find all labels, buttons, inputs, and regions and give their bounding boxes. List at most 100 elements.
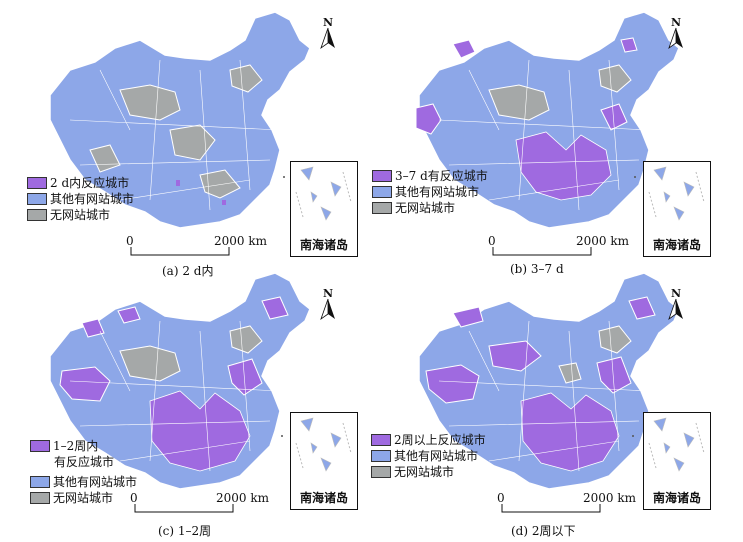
map-panel-c: N 1–2周内 有反应城市 其他有网站城市 无网站城市 0 2000 km 南海… (0, 271, 371, 542)
north-arrow-icon (668, 27, 683, 50)
north-label: N (322, 16, 334, 29)
scale-end-label: 2000 km (583, 491, 637, 505)
reacting-region (520, 392, 620, 472)
inset-label: 南海诸岛 (652, 238, 701, 252)
reacting-region (488, 340, 542, 372)
legend-label: 无网站城市 (50, 207, 111, 222)
reacting-city (222, 200, 226, 205)
legend-label: 无网站城市 (53, 490, 114, 505)
legend-label: 无网站城市 (395, 200, 456, 215)
north-label: N (322, 287, 334, 300)
reacting-region (620, 37, 638, 53)
legend-swatch-react (27, 177, 47, 189)
reacting-region (227, 358, 263, 396)
city-boundaries (438, 59, 650, 211)
legend-label: 1–2周内 (53, 438, 99, 453)
scale-line (501, 504, 601, 513)
legend-label: 其他有网站城市 (395, 184, 480, 199)
china-map-b (415, 11, 680, 229)
panel-caption: (d) 2周以下 (511, 524, 576, 538)
north-arrow: N (313, 287, 343, 327)
reacting-region (452, 306, 484, 328)
scale-line (130, 247, 230, 256)
legend-label: 其他有网站城市 (53, 474, 138, 489)
no-website-region (558, 362, 582, 384)
legend-item: 其他有网站城市 (27, 191, 134, 207)
inset-label: 南海诸岛 (299, 491, 348, 505)
no-website-region (199, 169, 241, 199)
legend-swatch-other (30, 476, 50, 488)
north-arrow-icon (320, 27, 335, 50)
legend-item: 无网站城市 (30, 490, 137, 506)
island-marker (634, 176, 636, 178)
island-marker (283, 176, 285, 178)
legend-label: 2 d内反应城市 (50, 175, 130, 190)
panel-caption: (b) 3–7 d (510, 262, 564, 276)
city-boundaries (69, 320, 281, 472)
legend-swatch-other (372, 186, 392, 198)
reacting-region (415, 103, 442, 135)
scale-zero-label: 0 (126, 234, 134, 248)
north-arrow: N (313, 16, 343, 56)
reacting-region (515, 131, 612, 201)
inset-islands (295, 166, 352, 221)
legend-item: 2周以上反应城市 (371, 432, 486, 448)
legend-label: 2周以上反应城市 (394, 432, 486, 447)
reacting-region (261, 296, 289, 320)
map-panel-d: N 2周以上反应城市 其他有网站城市 无网站城市 0 2000 km 南海诸岛 … (371, 271, 743, 542)
legend-item: 有反应城市 (30, 454, 137, 470)
legend-label: 其他有网站城市 (50, 191, 135, 206)
legend-item: 无网站城市 (371, 464, 486, 480)
legend-swatch-react (371, 434, 391, 446)
north-label: N (670, 16, 682, 29)
reacting-region (81, 318, 105, 338)
panel-caption: (c) 1–2周 (158, 524, 212, 538)
island-marker (632, 435, 634, 437)
legend-item: 3–7 d有反应城市 (372, 168, 488, 184)
inset-islands (295, 417, 352, 472)
reacting-region (628, 296, 656, 320)
scale-bar: 0 2000 km (126, 234, 286, 258)
map-panel-a: N 2 d内反应城市 其他有网站城市 无网站城市 0 2000 km 南海诸岛 … (0, 0, 371, 278)
scale-bar: 0 2000 km (130, 491, 290, 515)
legend-item: 无网站城市 (372, 200, 488, 216)
reacting-region (117, 306, 141, 324)
south-china-sea-inset: 南海诸岛 (643, 161, 711, 257)
legend-item: 其他有网站城市 (30, 474, 137, 490)
china-map-c (49, 272, 311, 490)
south-china-sea-inset: 南海诸岛 (290, 412, 358, 510)
legend-item: 2 d内反应城市 (27, 175, 134, 191)
reacting-region (452, 39, 476, 59)
legend-swatch-other (371, 450, 391, 462)
scale-bar: 0 2000 km (488, 234, 648, 258)
reacting-region (600, 103, 628, 131)
inset-islands (648, 417, 705, 472)
legend-swatch-react (372, 170, 392, 182)
north-arrow: N (661, 16, 691, 56)
reacting-region (425, 364, 480, 404)
no-website-region (229, 325, 263, 354)
legend-label: 无网站城市 (394, 464, 455, 479)
scale-zero-label: 0 (497, 491, 505, 505)
reacting-region (596, 356, 632, 394)
china-map-d (418, 272, 680, 490)
city-boundaries (69, 59, 281, 211)
legend-swatch-none (372, 202, 392, 214)
scale-end-label: 2000 km (214, 234, 268, 248)
legend-swatch-none (27, 209, 47, 221)
no-website-region (598, 325, 632, 354)
legend-swatch-other (27, 193, 47, 205)
city-boundaries (438, 320, 650, 472)
map-panel-b: N 3–7 d有反应城市 其他有网站城市 无网站城市 0 2000 km 南海诸… (371, 0, 743, 276)
legend-item: 1–2周内 (30, 438, 137, 454)
reacting-region (59, 366, 111, 402)
north-arrow-icon (320, 298, 335, 321)
inset-label: 南海诸岛 (652, 491, 701, 505)
legend-item: 其他有网站城市 (371, 448, 486, 464)
legend-label: 有反应城市 (54, 454, 115, 469)
north-arrow-icon (668, 298, 683, 321)
legend-c: 1–2周内 有反应城市 其他有网站城市 无网站城市 (30, 438, 137, 506)
reacting-region (149, 390, 251, 472)
north-arrow: N (661, 287, 691, 327)
legend-b: 3–7 d有反应城市 其他有网站城市 无网站城市 (372, 168, 488, 216)
